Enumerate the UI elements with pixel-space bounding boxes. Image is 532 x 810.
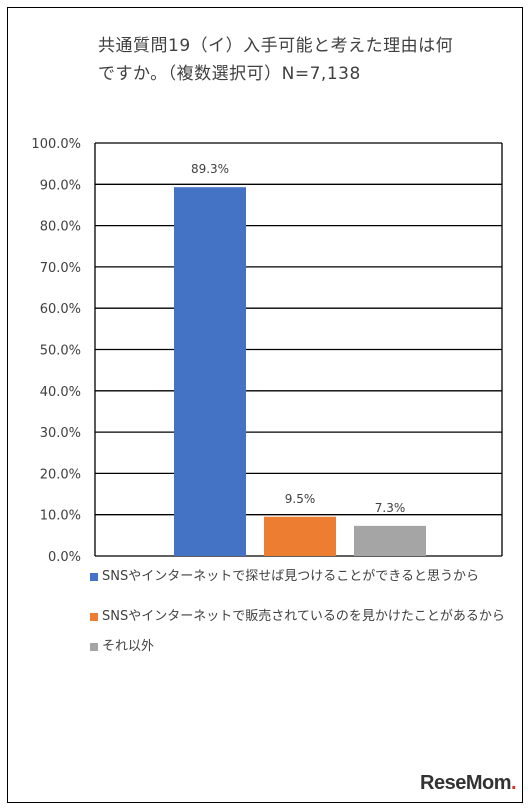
- bar-value-label: 7.3%: [375, 501, 406, 515]
- chart-title-line-1: 共通質問19（イ）入手可能と考えた理由は何: [98, 36, 454, 56]
- y-tick-label: 90.0%: [40, 178, 81, 193]
- chart-legend: SNSやインターネットで探せば見つけることができると思うから SNSやインターネ…: [90, 568, 520, 666]
- legend-item: SNSやインターネットで探せば見つけることができると思うから: [90, 568, 520, 586]
- logo-text: ReseMom: [420, 772, 511, 794]
- bar: [174, 187, 246, 557]
- bar-value-label: 89.3%: [191, 162, 229, 176]
- legend-swatch: [90, 613, 98, 621]
- legend-swatch: [90, 643, 98, 651]
- y-tick-label: 50.0%: [40, 344, 81, 359]
- y-tick-label: 70.0%: [40, 261, 81, 276]
- legend-label: SNSやインターネットで探せば見つけることができると思うから: [102, 569, 479, 584]
- y-tick-label: 20.0%: [40, 467, 81, 482]
- y-tick-label: 80.0%: [40, 220, 81, 235]
- bar: [354, 525, 426, 556]
- legend-swatch: [90, 573, 98, 581]
- legend-item: それ以外: [90, 638, 520, 656]
- legend-label: それ以外: [102, 639, 155, 654]
- chart-title-line-2: ですか。（複数選択可）N=7,138: [98, 64, 361, 84]
- chart-title: 共通質問19（イ）入手可能と考えた理由は何 ですか。（複数選択可）N=7,138: [98, 32, 498, 88]
- resemom-logo: ReseMom.: [420, 772, 517, 795]
- legend-item: SNSやインターネットで販売されているのを見かけたことがあるから: [90, 608, 520, 626]
- bar-value-label: 9.5%: [285, 492, 316, 506]
- bar: [264, 516, 336, 556]
- y-tick-label: 60.0%: [40, 302, 81, 317]
- y-tick-label: 100.0%: [31, 137, 81, 152]
- y-tick-label: 40.0%: [40, 385, 81, 400]
- y-tick-label: 10.0%: [40, 509, 81, 524]
- y-tick-label: 30.0%: [40, 426, 81, 441]
- logo-dot: .: [510, 772, 517, 794]
- legend-label: SNSやインターネットで販売されているのを見かけたことがあるから: [102, 609, 505, 624]
- y-tick-label: 0.0%: [48, 550, 81, 565]
- chart-frame: [7, 7, 523, 803]
